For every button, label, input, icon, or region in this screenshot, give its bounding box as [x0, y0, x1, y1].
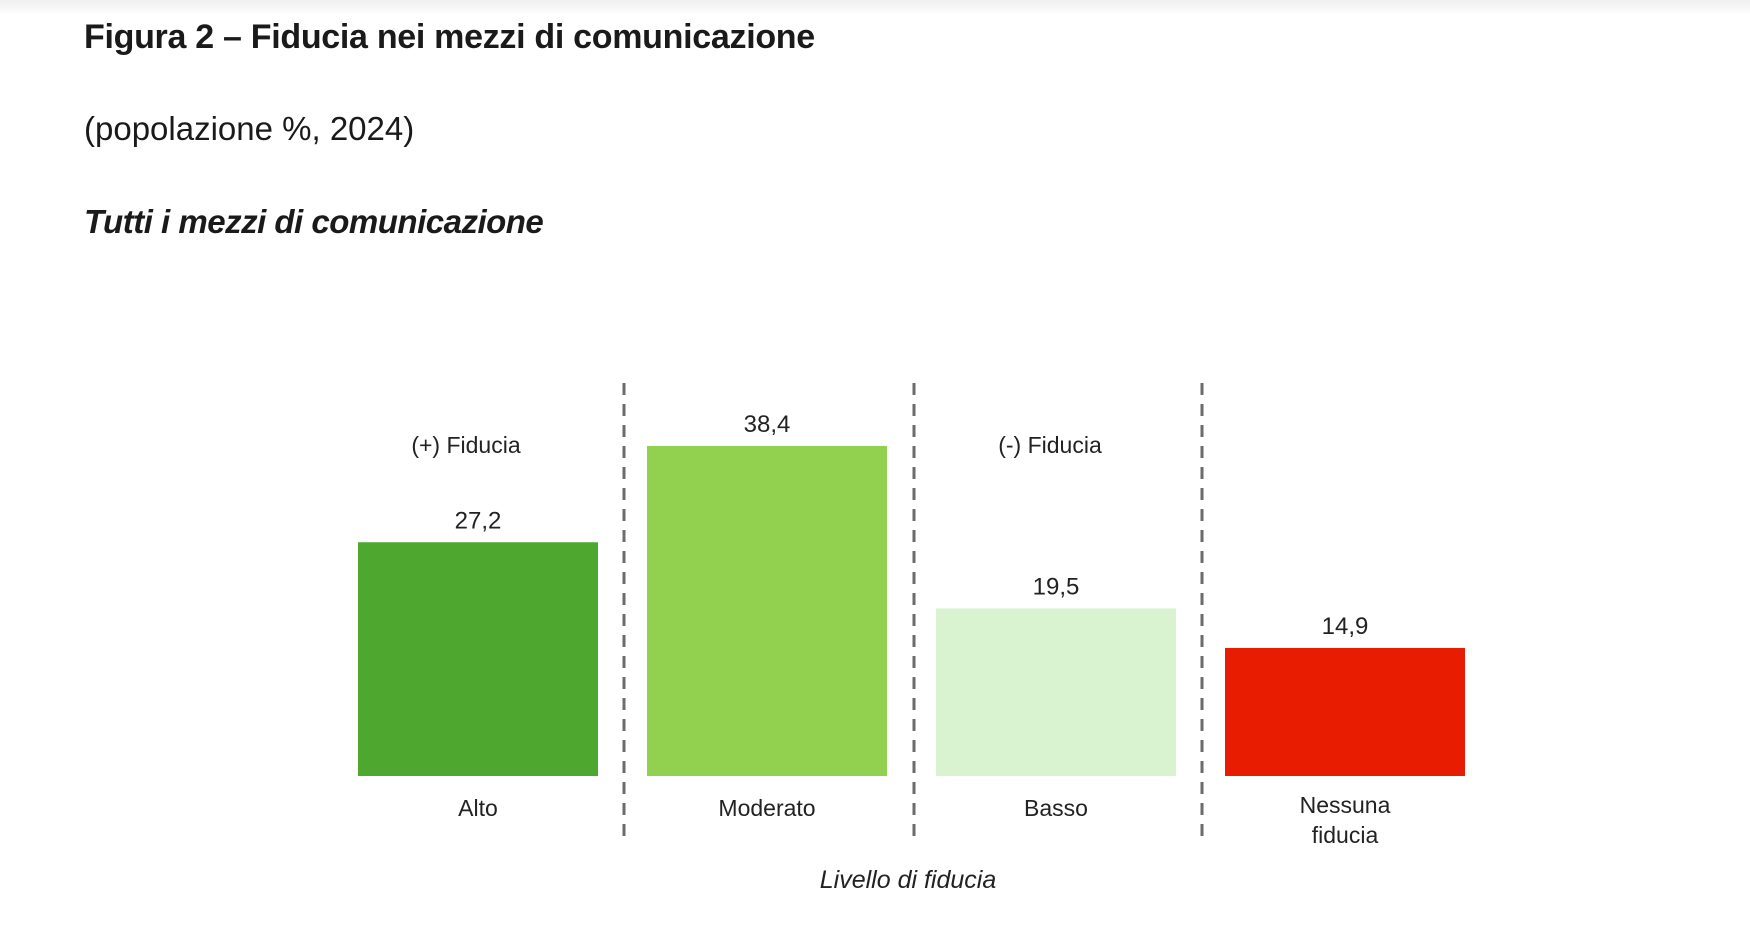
figure-title: Figura 2 – Fiducia nei mezzi di comunica…	[84, 18, 815, 56]
value-label-1: 27,2	[455, 507, 502, 534]
group-dividers	[622, 383, 1204, 845]
top-shade	[0, 0, 1750, 16]
bar-2	[647, 446, 887, 776]
value-label-4: 14,9	[1322, 613, 1369, 640]
category-label-line: Nessuna	[1300, 792, 1391, 818]
value-label-2: 38,4	[744, 411, 791, 438]
category-label-line: Moderato	[718, 795, 815, 821]
category-label-4: Nessuna fiducia	[1300, 792, 1391, 848]
value-labels: 27,2 38,4 19,5 14,9	[455, 411, 1369, 640]
category-label-line: Alto	[458, 795, 498, 821]
category-labels: Alto Moderato Basso Nessuna fiducia	[458, 792, 1390, 848]
bar-3	[936, 608, 1176, 776]
category-label-2: Moderato	[718, 795, 815, 821]
bar-4	[1225, 647, 1465, 776]
figure-subtitle: (popolazione %, 2024)	[84, 110, 415, 147]
section-title: Tutti i mezzi di comunicazione	[84, 203, 544, 240]
group-label-negative-trust: (-) Fiducia	[998, 432, 1102, 458]
value-label-3: 19,5	[1033, 573, 1080, 600]
group-label-positive-trust: (+) Fiducia	[411, 432, 520, 458]
bars	[358, 446, 1465, 776]
category-label-1: Alto	[458, 795, 498, 821]
bar-1	[358, 542, 598, 776]
x-axis-title: Livello di fiducia	[820, 866, 997, 894]
category-label-3: Basso	[1024, 795, 1088, 821]
category-label-line: fiducia	[1312, 822, 1379, 848]
category-label-line: Basso	[1024, 795, 1088, 821]
